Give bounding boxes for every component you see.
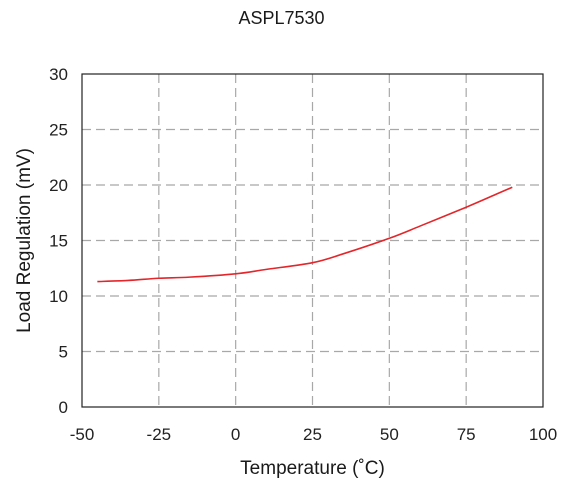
y-tick-label: 10: [49, 287, 68, 306]
y-tick-label: 25: [49, 121, 68, 140]
x-tick-label: 100: [529, 425, 557, 444]
x-tick-label: -25: [147, 425, 172, 444]
y-axis-ticks: 0 5 10 15 20 25 30: [49, 65, 68, 417]
x-tick-label: -50: [70, 425, 95, 444]
y-axis-label: Load Regulation (mV): [14, 148, 35, 333]
x-axis-label: Temperature (˚C): [240, 458, 385, 479]
y-tick-label: 5: [59, 343, 68, 362]
y-tick-label: 30: [49, 65, 68, 84]
y-tick-label: 20: [49, 176, 68, 195]
grid: [82, 74, 543, 407]
x-axis-ticks: -50 -25 0 25 50 75 100: [70, 425, 557, 444]
x-tick-label: 0: [231, 425, 240, 444]
series-line: [97, 186, 513, 283]
chart-title: ASPL7530: [238, 8, 325, 28]
plot-frame: [81, 73, 544, 408]
x-tick-label: 75: [457, 425, 476, 444]
x-tick-label: 25: [303, 425, 322, 444]
series-group: [97, 186, 513, 283]
y-tick-label: 15: [49, 232, 68, 251]
y-tick-label: 0: [59, 398, 68, 417]
x-tick-label: 50: [380, 425, 399, 444]
